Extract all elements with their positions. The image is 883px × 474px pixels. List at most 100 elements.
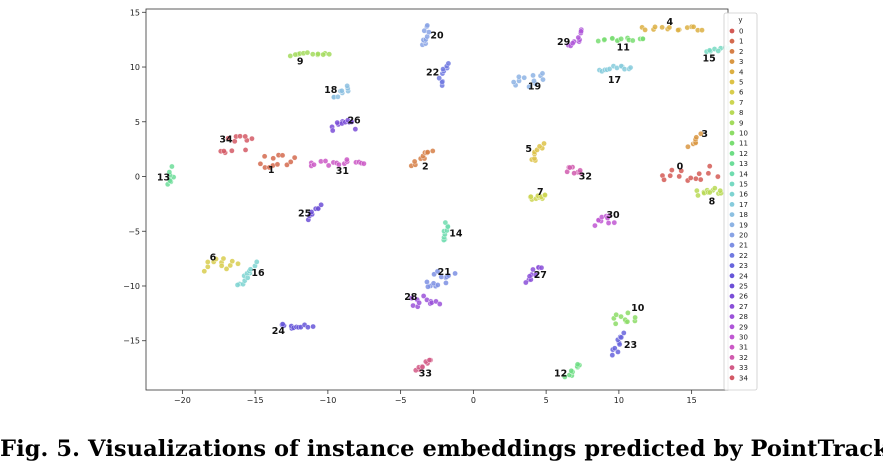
x-tick-label: 0 [471, 396, 476, 405]
point-0 [667, 172, 674, 179]
legend-marker-16 [729, 191, 735, 197]
legend-marker-33 [729, 365, 735, 370]
point-28 [416, 299, 422, 306]
point-4 [675, 27, 681, 33]
legend-entry-14: 14 [739, 170, 748, 178]
point-4 [699, 27, 705, 33]
point-34 [237, 133, 243, 140]
point-30 [611, 219, 618, 226]
legend-marker-5 [729, 79, 735, 85]
y-tick-label: −15 [123, 337, 140, 346]
point-14 [442, 219, 449, 226]
legend-entry-11: 11 [739, 140, 748, 148]
point-8 [717, 187, 724, 194]
point-0 [706, 163, 713, 169]
point-0 [715, 173, 721, 180]
point-1 [287, 159, 294, 165]
point-27 [530, 266, 536, 273]
point-34 [242, 147, 249, 153]
legend-marker-17 [729, 202, 735, 207]
point-19 [521, 74, 528, 81]
cluster-label-1: 1 [268, 165, 275, 176]
legend-marker-27 [729, 304, 735, 309]
point-34 [221, 148, 227, 154]
point-21 [434, 282, 441, 288]
point-12 [574, 361, 581, 368]
point-23 [615, 349, 621, 355]
legend-marker-15 [729, 181, 735, 187]
legend: y012345678910111213141516171819202122232… [723, 12, 758, 391]
cluster-label-31: 31 [336, 166, 349, 177]
point-26 [334, 119, 341, 126]
cluster-29 [565, 26, 585, 49]
cluster-4 [639, 23, 705, 33]
point-11 [609, 35, 616, 42]
cluster-label-2: 2 [422, 162, 429, 173]
cluster-label-26: 26 [347, 116, 361, 127]
point-10 [632, 314, 638, 321]
legend-marker-25 [729, 283, 735, 289]
point-11 [601, 36, 608, 43]
point-9 [309, 51, 316, 57]
cluster-label-5: 5 [525, 144, 532, 155]
cluster-31 [308, 156, 367, 169]
y-tick-label: 5 [135, 118, 140, 127]
cluster-label-6: 6 [210, 253, 217, 264]
point-29 [569, 40, 576, 47]
point-0 [661, 176, 667, 183]
cluster-label-23: 23 [624, 340, 637, 351]
point-10 [625, 310, 631, 316]
plot-area [145, 8, 729, 391]
point-0 [696, 170, 702, 177]
point-26 [329, 127, 336, 134]
point-20 [424, 22, 431, 29]
point-32 [566, 164, 573, 171]
figure-caption: Fig. 5. Visualizations of instance embed… [0, 436, 883, 462]
point-27 [526, 273, 533, 280]
legend-marker-22 [729, 253, 735, 258]
cluster-11 [595, 35, 646, 44]
point-22 [436, 75, 442, 81]
point-34 [229, 147, 235, 154]
legend-marker-24 [729, 273, 735, 279]
point-2 [429, 148, 436, 154]
point-19 [540, 76, 546, 83]
point-27 [523, 279, 529, 286]
legend-marker-20 [729, 232, 735, 238]
point-23 [618, 334, 625, 341]
point-23 [611, 345, 618, 352]
legend-entry-15: 15 [739, 181, 748, 189]
point-19 [510, 79, 517, 85]
cluster-label-33: 33 [419, 369, 432, 380]
point-6 [218, 262, 225, 269]
data-points [164, 22, 731, 380]
point-17 [627, 64, 634, 71]
point-2 [411, 158, 418, 165]
legend-entry-3: 3 [739, 58, 743, 66]
legend-entry-0: 0 [739, 28, 743, 36]
point-16 [253, 259, 260, 265]
cluster-0 [659, 163, 721, 184]
point-19 [531, 78, 537, 84]
point-11 [618, 36, 624, 42]
point-5 [541, 140, 547, 147]
point-8 [706, 189, 713, 196]
point-24 [310, 323, 316, 330]
point-28 [410, 302, 416, 309]
legend-entry-19: 19 [739, 221, 748, 229]
point-17 [606, 66, 613, 72]
point-11 [629, 37, 636, 44]
point-29 [578, 28, 584, 35]
x-tick-label: −10 [319, 396, 336, 405]
point-2 [424, 149, 431, 155]
legend-entry-31: 31 [739, 344, 748, 352]
cluster-7 [527, 192, 548, 203]
legend-entry-1: 1 [739, 38, 743, 46]
legend-marker-29 [729, 324, 735, 330]
x-tick-label: 10 [614, 396, 624, 405]
legend-marker-18 [729, 212, 735, 218]
point-4 [652, 24, 658, 30]
point-29 [575, 34, 582, 41]
point-9 [326, 51, 333, 58]
cluster-label-0: 0 [677, 162, 684, 173]
